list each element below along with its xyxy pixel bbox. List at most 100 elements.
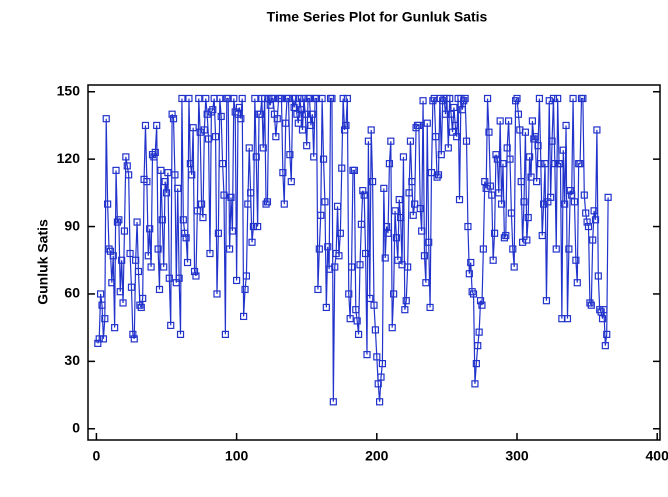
point-marker — [604, 193, 612, 201]
point-marker — [582, 209, 590, 217]
point-marker — [164, 169, 172, 177]
point-marker — [256, 110, 265, 118]
point-marker — [383, 222, 391, 231]
point-marker — [157, 166, 165, 174]
point-marker — [151, 148, 159, 157]
point-marker — [203, 110, 211, 118]
point-marker — [420, 252, 429, 260]
point-marker — [185, 94, 193, 103]
point-marker — [129, 330, 137, 338]
point-marker — [211, 133, 220, 141]
point-marker — [206, 249, 214, 258]
point-marker — [374, 380, 382, 388]
point-marker — [132, 256, 140, 264]
point-marker — [451, 121, 459, 130]
point-marker — [296, 94, 304, 103]
point-marker — [144, 252, 152, 260]
point-marker — [390, 290, 398, 298]
point-marker — [115, 216, 123, 224]
point-marker — [556, 160, 565, 168]
point-marker — [423, 119, 431, 127]
point-marker — [492, 151, 500, 159]
point-marker — [387, 137, 395, 145]
point-marker — [321, 198, 329, 206]
point-marker — [101, 315, 109, 323]
x-tick-label: 0 — [93, 448, 101, 464]
point-marker — [376, 398, 384, 406]
point-marker — [590, 207, 598, 215]
point-marker — [111, 324, 119, 332]
point-marker — [495, 189, 503, 197]
point-marker — [153, 121, 161, 130]
point-marker — [422, 279, 430, 287]
point-marker — [548, 137, 556, 145]
point-marker — [513, 94, 521, 103]
point-marker — [225, 245, 234, 253]
point-marker — [150, 153, 158, 161]
point-marker — [354, 330, 363, 338]
point-marker — [95, 335, 103, 343]
point-marker — [158, 216, 166, 224]
point-marker — [228, 227, 237, 235]
point-marker — [467, 258, 475, 267]
point-marker — [563, 315, 572, 323]
point-marker — [388, 324, 396, 332]
point-marker — [450, 103, 458, 112]
point-marker — [169, 115, 178, 123]
point-marker — [168, 110, 176, 118]
point-marker — [146, 225, 154, 233]
point-marker — [167, 321, 175, 330]
point-marker — [554, 94, 562, 103]
point-marker — [230, 94, 238, 103]
point-marker — [359, 187, 367, 195]
point-marker — [237, 115, 245, 123]
point-marker — [266, 101, 274, 109]
point-marker — [528, 117, 537, 125]
point-marker — [310, 153, 318, 161]
point-marker — [535, 94, 544, 103]
point-marker — [290, 103, 298, 112]
point-marker — [318, 94, 326, 103]
point-marker — [350, 166, 358, 174]
point-marker — [182, 234, 190, 242]
point-marker — [426, 303, 434, 312]
point-marker — [179, 216, 187, 224]
point-marker — [432, 133, 440, 141]
point-marker — [251, 94, 259, 103]
point-marker — [427, 169, 436, 177]
point-marker — [584, 222, 593, 231]
point-marker — [317, 211, 325, 219]
point-marker — [493, 155, 501, 163]
point-marker — [500, 234, 508, 242]
point-marker — [468, 288, 476, 296]
y-tick-label: 30 — [64, 352, 80, 368]
point-marker — [447, 110, 455, 118]
point-marker — [109, 252, 117, 260]
point-marker — [134, 267, 143, 276]
point-marker — [460, 97, 468, 105]
point-marker — [240, 312, 248, 321]
point-marker — [458, 106, 466, 114]
point-marker — [485, 128, 493, 136]
point-marker — [580, 191, 588, 199]
point-marker — [329, 398, 337, 406]
point-marker — [483, 94, 492, 103]
point-marker — [136, 301, 144, 309]
point-marker — [462, 137, 471, 145]
point-marker — [139, 294, 147, 303]
point-marker — [176, 330, 185, 338]
point-marker — [343, 94, 351, 103]
point-marker — [511, 97, 520, 105]
point-marker — [448, 128, 457, 136]
point-marker — [478, 301, 486, 309]
point-marker — [366, 294, 374, 303]
point-marker — [280, 200, 288, 208]
point-marker — [214, 229, 222, 237]
point-marker — [402, 297, 410, 305]
point-marker — [404, 263, 412, 271]
point-marker — [368, 178, 377, 186]
point-marker — [503, 144, 511, 152]
point-marker — [314, 285, 322, 294]
point-marker — [175, 274, 183, 282]
point-marker — [301, 110, 309, 118]
